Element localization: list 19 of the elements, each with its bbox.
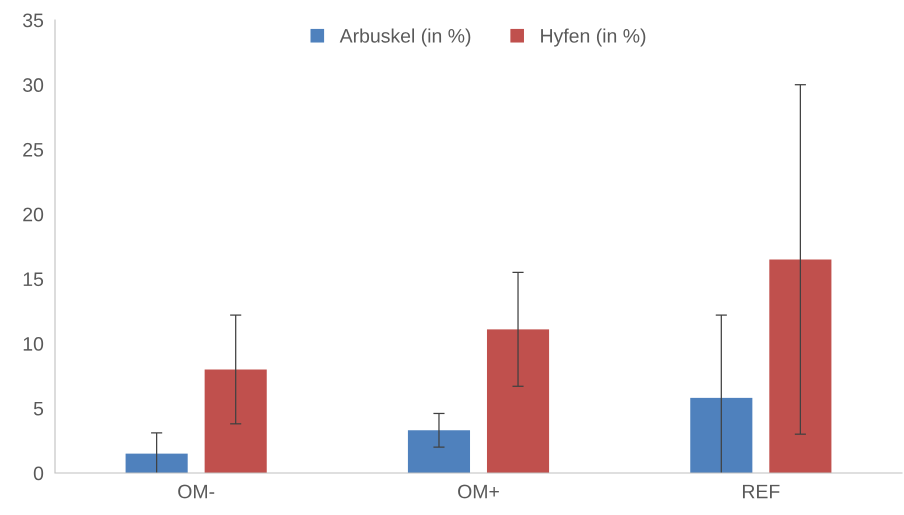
bar	[486, 329, 550, 473]
bar	[769, 259, 832, 473]
y-tick-label: 25	[23, 142, 44, 157]
y-tick-label: 30	[23, 78, 44, 92]
x-tick-label: OM-	[178, 484, 214, 498]
bar	[126, 454, 188, 473]
legend-label: Hyfen (in %)	[541, 28, 646, 47]
x-tick-label: REF	[742, 484, 780, 498]
bar	[690, 398, 752, 473]
bar	[204, 369, 267, 473]
y-tick-label: 0	[34, 466, 44, 480]
legend-label: Arbuskel (in %)	[340, 28, 470, 47]
y-tick-label: 15	[24, 272, 44, 286]
y-tick-label: 35	[23, 13, 44, 28]
y-tick-label: 20	[23, 208, 44, 222]
y-tick-label: 5	[34, 402, 44, 416]
y-tick-label: 10	[24, 337, 44, 351]
bar	[408, 430, 470, 473]
x-tick-label: OM+	[458, 484, 499, 498]
